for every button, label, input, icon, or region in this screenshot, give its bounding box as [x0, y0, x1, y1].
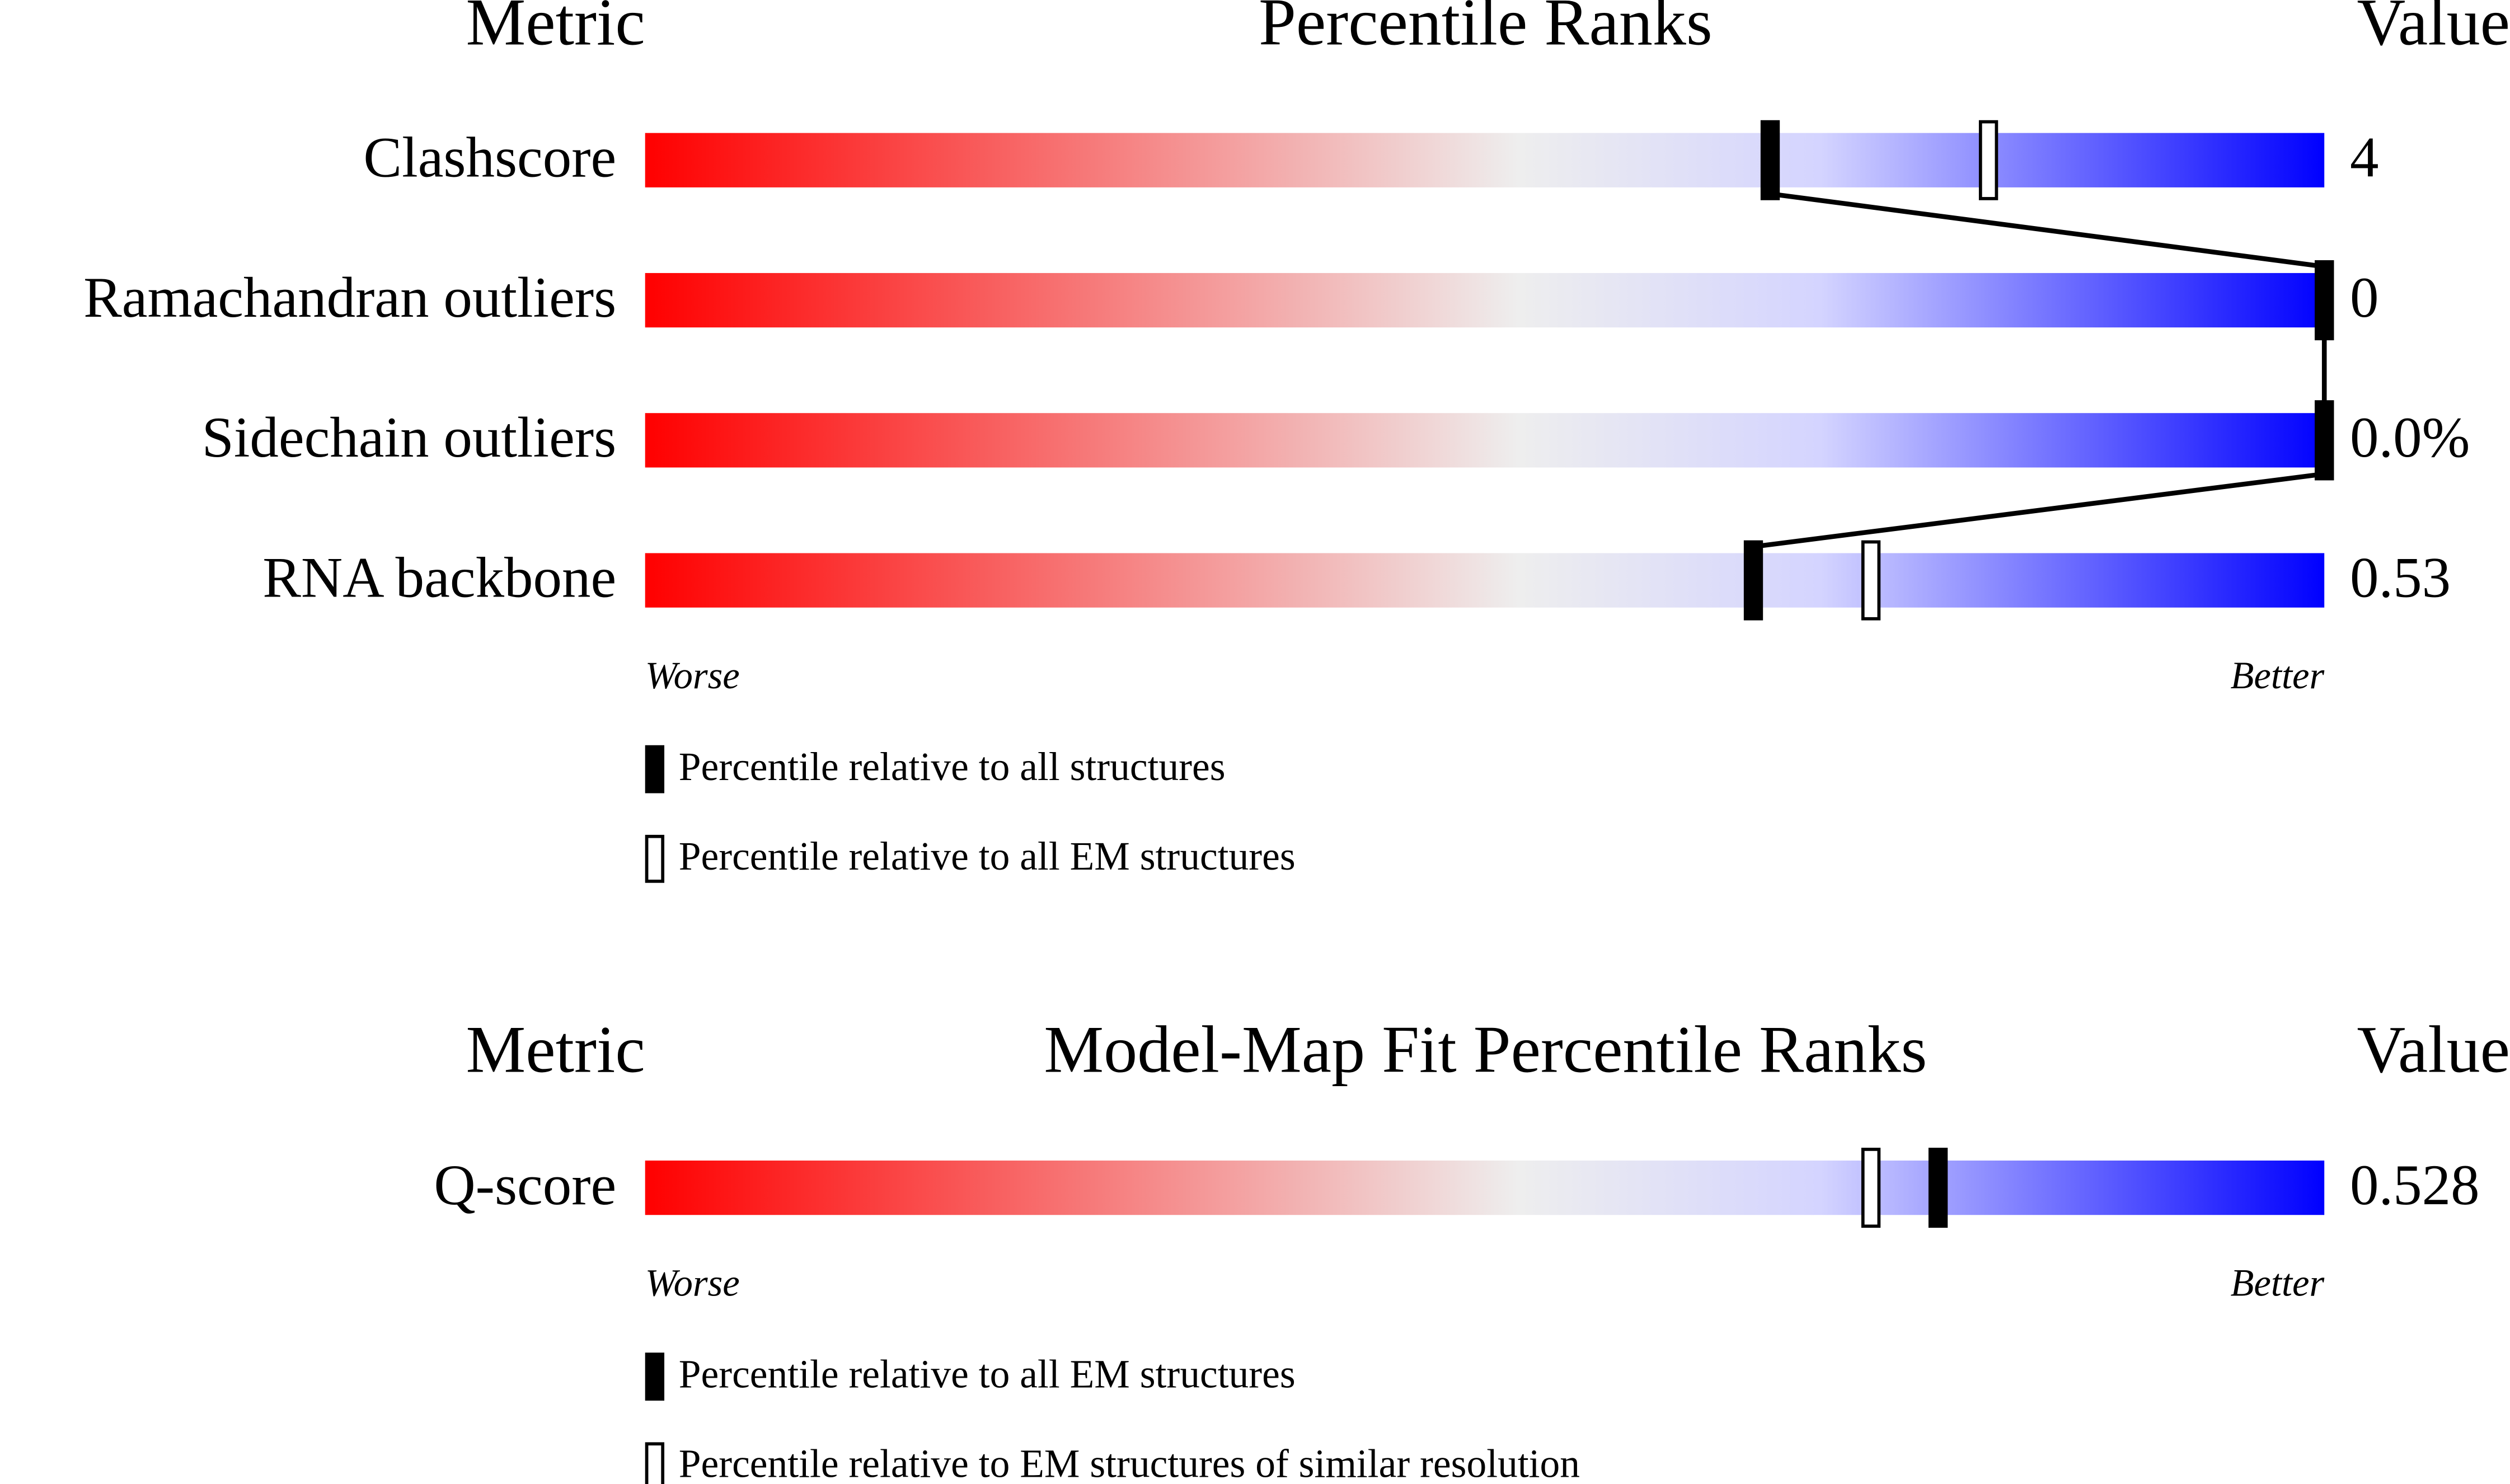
slider-bar	[645, 413, 2325, 468]
percentile-marker	[1978, 120, 1998, 200]
slider-bar	[645, 1160, 2325, 1215]
legend-icon	[645, 1352, 665, 1401]
legend-label: Percentile relative to all EM structures	[679, 1352, 1296, 1396]
legend-icon	[645, 1442, 665, 1484]
connector-line	[1770, 191, 2325, 269]
slider-bar	[645, 553, 2325, 608]
metric-label: Sidechain outliers	[202, 406, 617, 469]
metric-label: Clashscore	[363, 126, 616, 190]
metric-label: Q-score	[434, 1153, 616, 1217]
better-label: Better	[2231, 1262, 2325, 1304]
legend-icon	[645, 745, 665, 793]
value-header: Value	[2357, 0, 2510, 59]
metric-value: 0.0%	[2350, 406, 2470, 469]
slider-bar	[645, 133, 2325, 187]
percentile-marker	[1861, 540, 1881, 621]
metric-value: 4	[2350, 126, 2378, 190]
percentile-marker	[1861, 1148, 1881, 1228]
percentile-marker	[1928, 1148, 1948, 1228]
legend-label: Percentile relative to all structures	[679, 745, 1226, 789]
percentile-marker	[1743, 540, 1763, 621]
chart-title: Percentile Ranks	[1259, 0, 1713, 59]
legend-label: Percentile relative to all EM structures	[679, 834, 1296, 879]
legend-icon	[645, 834, 665, 883]
connector-line	[1753, 471, 2325, 550]
slider-bar	[645, 273, 2325, 328]
better-label: Better	[2231, 654, 2325, 697]
metric-header: Metric	[466, 1012, 645, 1087]
metric-label: Ramachandran outliers	[83, 266, 616, 330]
metric-value: 0.53	[2350, 546, 2451, 609]
percentile-marker	[2315, 260, 2334, 341]
worse-label: Worse	[645, 1262, 740, 1304]
value-header: Value	[2357, 1012, 2510, 1087]
percentile-marker	[2315, 400, 2334, 481]
percentile-marker	[1760, 120, 1780, 200]
metric-value: 0	[2350, 266, 2378, 330]
metric-label: RNA backbone	[262, 546, 616, 609]
worse-label: Worse	[645, 654, 740, 697]
metric-header: Metric	[466, 0, 645, 59]
metric-value: 0.528	[2350, 1153, 2480, 1217]
chart-title: Model-Map Fit Percentile Ranks	[1044, 1012, 1927, 1087]
legend-label: Percentile relative to EM structures of …	[679, 1442, 1580, 1484]
